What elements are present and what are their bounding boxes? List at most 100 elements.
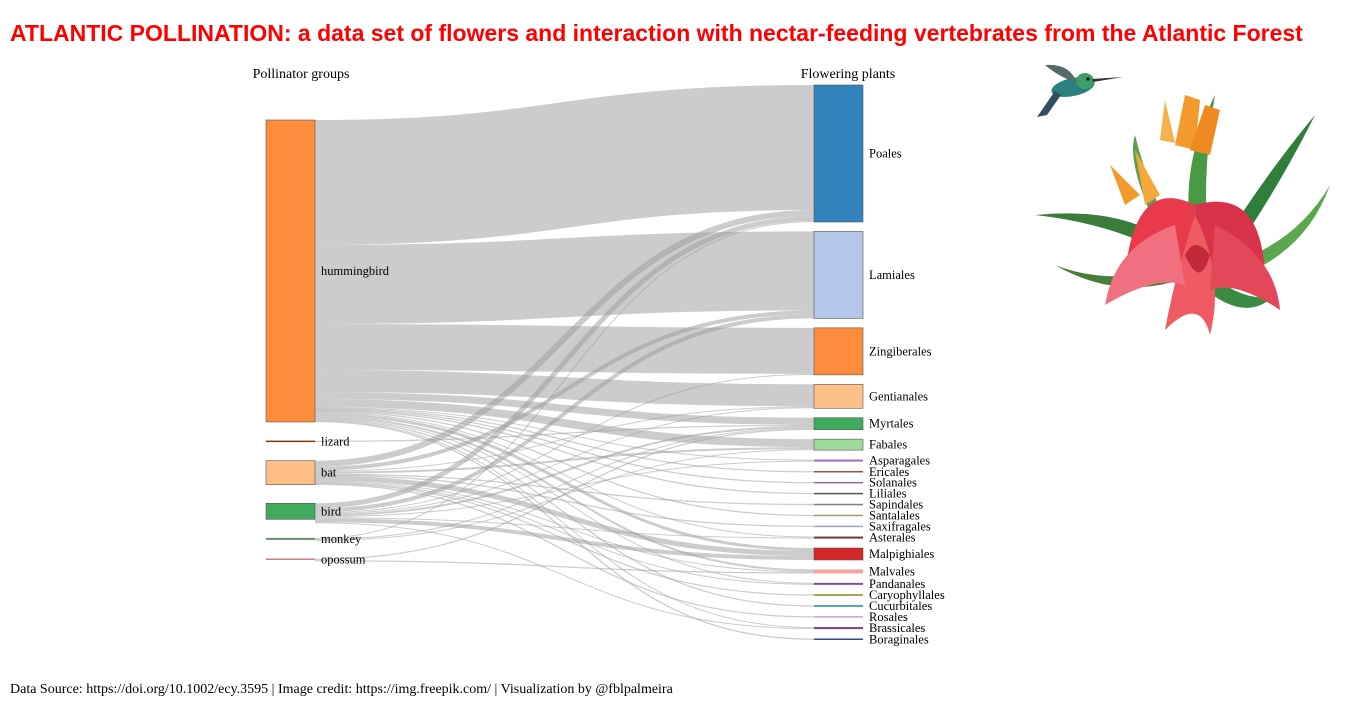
node-bird bbox=[265, 502, 316, 520]
link-hummingbird-to-liliales bbox=[314, 409, 815, 495]
node-lizard bbox=[266, 440, 315, 443]
flow-links bbox=[314, 85, 815, 640]
link-bird-to-brassicales bbox=[314, 522, 815, 630]
label-bat: bat bbox=[321, 466, 337, 480]
right-column-header: Flowering plants bbox=[801, 67, 896, 82]
node-caryophyllales bbox=[814, 594, 863, 596]
link-hummingbird-to-boraginales bbox=[314, 420, 815, 640]
label-caryophyllales: Caryophyllales bbox=[869, 588, 945, 602]
label-hummingbird: hummingbird bbox=[321, 264, 390, 278]
link-bat-to-malpighiales bbox=[314, 475, 815, 556]
left-column-header: Pollinator groups bbox=[253, 67, 350, 82]
node-sapindales bbox=[814, 503, 863, 506]
node-fabales bbox=[813, 438, 864, 451]
link-bat-to-malvales bbox=[314, 480, 815, 573]
link-hummingbird-to-lamiales bbox=[314, 231, 815, 324]
label-poales: Poales bbox=[869, 147, 902, 161]
data-source-caption: Data Source: https://doi.org/10.1002/ecy… bbox=[10, 682, 673, 697]
node-lamiales bbox=[813, 231, 864, 319]
node-gentianales bbox=[813, 383, 864, 409]
link-monkey-to-fabales bbox=[314, 449, 815, 541]
node-asparagales bbox=[814, 459, 863, 462]
node-malpighiales bbox=[813, 547, 864, 561]
node-bat bbox=[265, 460, 316, 486]
link-hummingbird-to-gentianales bbox=[314, 370, 815, 407]
node-cucurbitales bbox=[814, 605, 863, 607]
node-poales bbox=[813, 84, 864, 223]
link-hummingbird-to-zingiberales bbox=[314, 324, 815, 374]
hummingbird-icon bbox=[1037, 64, 1123, 117]
label-fabales: Fabales bbox=[869, 438, 907, 452]
link-bird-to-lamiales bbox=[314, 314, 815, 513]
node-solanales bbox=[814, 481, 863, 484]
label-malvales: Malvales bbox=[869, 564, 915, 578]
link-bat-to-saxifragales bbox=[314, 474, 815, 528]
chart-nodes: hummingbird lizard bat bird monkey opossum Poa… bbox=[265, 84, 945, 646]
hummingbird-bromeliad-illustration bbox=[1035, 64, 1330, 335]
label-rosales: Rosales bbox=[869, 610, 908, 624]
node-liliales bbox=[814, 492, 863, 495]
node-brassicales bbox=[814, 627, 863, 630]
link-bat-to-gentianales bbox=[314, 406, 815, 472]
link-bat-to-lamiales bbox=[314, 310, 815, 471]
label-ericales: Ericales bbox=[869, 465, 909, 479]
link-hummingbird-to-poales bbox=[314, 85, 815, 245]
link-opossum-to-myrtales bbox=[314, 428, 815, 560]
label-brassicales: Brassicales bbox=[869, 621, 925, 635]
label-solanales: Solanales bbox=[869, 476, 917, 490]
label-lizard: lizard bbox=[321, 434, 350, 448]
link-lizard-to-myrtales bbox=[314, 424, 815, 442]
label-liliales: Liliales bbox=[869, 487, 907, 501]
node-zingiberales bbox=[813, 327, 864, 376]
link-bird-to-poales bbox=[314, 216, 815, 509]
label-myrtales: Myrtales bbox=[869, 417, 914, 431]
link-bird-to-asparagales bbox=[314, 460, 815, 518]
link-bird-to-zingiberales bbox=[314, 373, 815, 514]
label-zingiberales: Zingiberales bbox=[869, 344, 932, 358]
node-boraginales bbox=[814, 638, 863, 640]
link-bird-to-myrtales bbox=[314, 425, 815, 517]
link-bird-to-malpighiales bbox=[314, 518, 815, 560]
node-monkey bbox=[266, 537, 315, 540]
link-monkey-to-poales bbox=[314, 221, 815, 539]
chart-title: ATLANTIC POLLINATION: a data set of flow… bbox=[10, 20, 1303, 46]
link-monkey-to-myrtales bbox=[314, 427, 815, 540]
link-bird-to-gentianales bbox=[314, 407, 815, 515]
label-boraginales: Boraginales bbox=[869, 632, 929, 646]
bromeliad-flowers-icon bbox=[1105, 95, 1280, 335]
label-saxifragales: Saxifragales bbox=[869, 519, 931, 533]
link-opossum-to-malvales bbox=[314, 560, 815, 574]
link-hummingbird-to-asterales bbox=[314, 412, 815, 538]
label-lamiales: Lamiales bbox=[869, 268, 915, 282]
link-bat-to-poales bbox=[314, 210, 815, 467]
node-opossum bbox=[266, 558, 315, 560]
link-hummingbird-to-ericales bbox=[314, 407, 815, 473]
node-ericales bbox=[814, 471, 863, 473]
link-bird-to-asterales bbox=[314, 517, 815, 539]
label-opossum: opossum bbox=[321, 552, 366, 566]
node-malvales bbox=[814, 569, 863, 574]
node-rosales bbox=[814, 616, 863, 618]
label-asparagales: Asparagales bbox=[869, 454, 930, 468]
label-pandanales: Pandanales bbox=[869, 577, 925, 591]
label-monkey: monkey bbox=[321, 532, 362, 546]
link-hummingbird-to-malpighiales bbox=[314, 413, 815, 551]
node-hummingbird bbox=[265, 119, 316, 423]
label-santalales: Santalales bbox=[869, 508, 920, 522]
link-hummingbird-to-myrtales bbox=[314, 392, 815, 425]
link-hummingbird-to-solanales bbox=[314, 408, 815, 484]
label-gentianales: Gentianales bbox=[869, 389, 928, 403]
label-malpighiales: Malpighiales bbox=[869, 547, 934, 561]
node-pandanales bbox=[814, 582, 863, 585]
node-myrtales bbox=[813, 417, 864, 431]
link-hummingbird-to-fabales bbox=[314, 399, 815, 448]
node-santalales bbox=[814, 514, 863, 517]
label-sapindales: Sapindales bbox=[869, 498, 923, 512]
link-hummingbird-to-santalales bbox=[314, 410, 815, 517]
label-asterales: Asterales bbox=[869, 531, 916, 545]
label-bird: bird bbox=[321, 504, 342, 518]
link-hummingbird-to-brassicales bbox=[314, 420, 815, 629]
node-saxifragales bbox=[814, 525, 863, 528]
link-hummingbird-to-cucurbitales bbox=[314, 418, 815, 607]
